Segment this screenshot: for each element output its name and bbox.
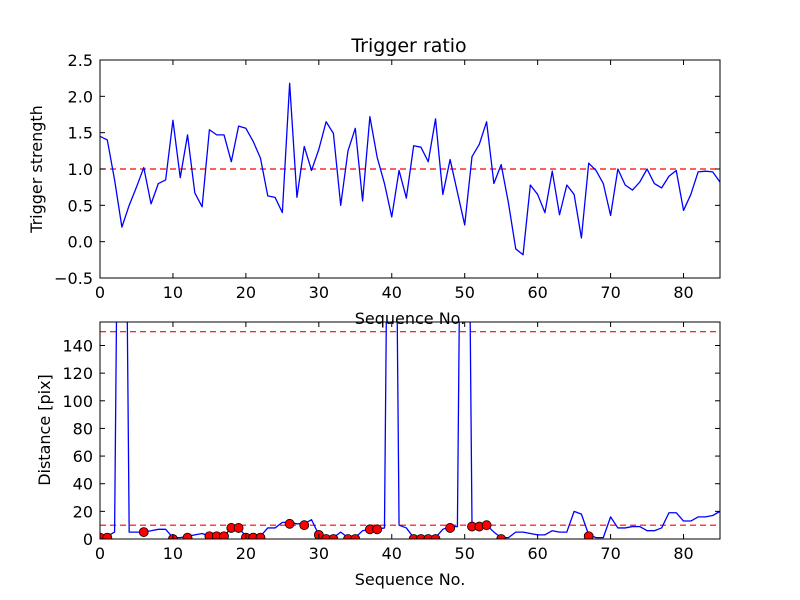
trigger-ratio-series-line bbox=[100, 82, 720, 256]
distance-x-tick-label: 40 bbox=[382, 544, 402, 563]
distance-data-point bbox=[423, 534, 434, 539]
trigger-ratio-x-tick-label: 50 bbox=[455, 283, 475, 302]
distance-ticks: 0 10 20 30 40 50 60 70 80 0 20 40 60 80 100 120 140 bbox=[62, 322, 720, 563]
distance-x-tick-label: 50 bbox=[455, 544, 475, 563]
trigger-ratio-x-tick-label: 80 bbox=[673, 283, 693, 302]
trigger-ratio-ticks: 0 10 20 30 40 50 60 70 80 −0.5 0.0 0.5 1.0 1.5 2.0 2.5 bbox=[54, 51, 720, 302]
distance-data-point bbox=[481, 520, 492, 531]
trigger-ratio-y-tick-label: 1.5 bbox=[68, 124, 93, 143]
distance-series-line bbox=[100, 322, 720, 539]
distance-x-tick-label: 10 bbox=[163, 544, 183, 563]
trigger-ratio-y-axis-label: Trigger strength bbox=[27, 105, 46, 234]
distance-data-point bbox=[255, 532, 266, 539]
trigger-ratio-y-tick-label: 0.5 bbox=[68, 196, 93, 215]
distance-panel: 0 10 20 30 40 50 60 70 80 0 20 40 60 80 100 120 140 Sequ… bbox=[35, 321, 721, 589]
trigger-ratio-x-tick-label: 70 bbox=[600, 283, 620, 302]
distance-data-point bbox=[343, 534, 353, 539]
trigger-ratio-x-tick-label: 30 bbox=[309, 283, 329, 302]
distance-data-point bbox=[328, 534, 339, 539]
distance-y-tick-label: 20 bbox=[73, 502, 93, 521]
trigger-ratio-y-tick-label: 0.0 bbox=[68, 233, 93, 252]
trigger-ratio-panel: Trigger ratio 0 10 20 30 40 50 60 70 80 −0.5 0.0 0.… bbox=[27, 35, 721, 328]
distance-plot-area bbox=[100, 322, 720, 539]
distance-x-tick-label: 0 bbox=[95, 544, 105, 563]
trigger-ratio-y-tick-label: 2.0 bbox=[68, 87, 93, 106]
distance-y-tick-label: 140 bbox=[62, 336, 93, 355]
distance-data-point bbox=[233, 523, 244, 533]
distance-y-tick-label: 0 bbox=[83, 530, 93, 549]
distance-data-point bbox=[583, 531, 594, 539]
distance-y-tick-label: 100 bbox=[62, 392, 93, 411]
distance-x-tick-label: 70 bbox=[600, 544, 620, 563]
distance-y-tick-label: 120 bbox=[62, 364, 93, 383]
distance-data-point bbox=[138, 527, 149, 537]
distance-data-point bbox=[182, 532, 193, 539]
distance-data-point bbox=[408, 534, 419, 539]
distance-data-point bbox=[299, 520, 310, 531]
distance-axes-frame bbox=[99, 321, 721, 540]
distance-y-tick-label: 40 bbox=[73, 475, 93, 494]
trigger-ratio-y-tick-label: 2.5 bbox=[68, 51, 93, 70]
distance-x-tick-label: 60 bbox=[527, 544, 547, 563]
distance-data-point bbox=[372, 524, 383, 535]
trigger-ratio-y-tick-label: −0.5 bbox=[54, 269, 93, 288]
trigger-ratio-x-tick-label: 20 bbox=[236, 283, 256, 302]
trigger-ratio-x-tick-label: 0 bbox=[95, 283, 105, 302]
distance-x-tick-label: 80 bbox=[673, 544, 693, 563]
distance-data-point bbox=[219, 531, 229, 539]
trigger-ratio-x-axis-label: Sequence No. bbox=[355, 309, 466, 328]
trigger-ratio-x-tick-label: 10 bbox=[163, 283, 183, 302]
distance-data-point bbox=[416, 534, 426, 539]
chart-title: Trigger ratio bbox=[350, 35, 466, 57]
trigger-ratio-x-tick-label: 40 bbox=[382, 283, 402, 302]
distance-data-point bbox=[102, 532, 113, 539]
trigger-ratio-y-tick-label: 1.0 bbox=[68, 160, 93, 179]
distance-data-point bbox=[430, 534, 441, 539]
distance-x-tick-label: 20 bbox=[236, 544, 256, 563]
distance-data-point bbox=[284, 518, 295, 529]
distance-x-tick-label: 30 bbox=[309, 544, 329, 563]
distance-y-tick-label: 60 bbox=[73, 447, 93, 466]
trigger-ratio-plot-area bbox=[100, 82, 720, 256]
distance-data-point bbox=[445, 523, 456, 533]
trigger-ratio-x-tick-label: 60 bbox=[527, 283, 547, 302]
distance-y-axis-label: Distance [pix] bbox=[35, 374, 54, 486]
distance-data-point bbox=[350, 534, 361, 539]
distance-y-tick-label: 80 bbox=[73, 419, 93, 438]
distance-x-axis-label: Sequence No. bbox=[355, 570, 466, 589]
distance-data-point bbox=[496, 534, 507, 539]
distance-data-point bbox=[321, 534, 332, 539]
